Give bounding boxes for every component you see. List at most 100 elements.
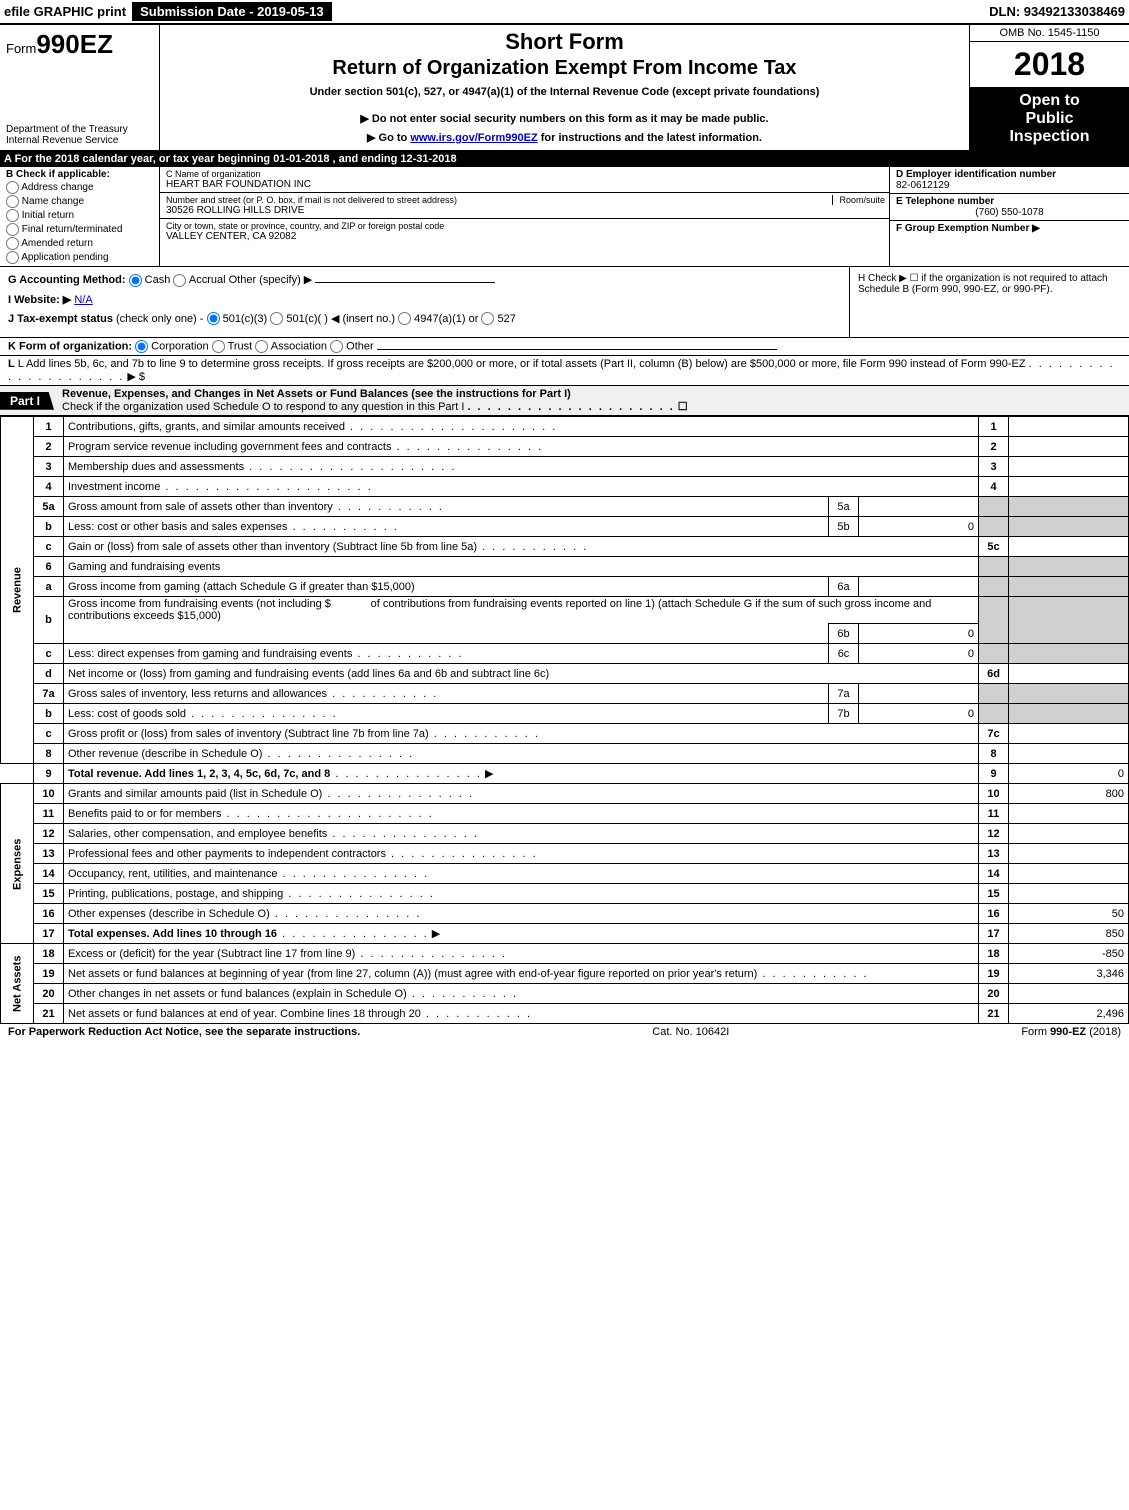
radio-527[interactable] (481, 312, 494, 325)
h-text: H Check ▶ ☐ if the organization is not r… (858, 273, 1108, 295)
section-def: D Employer identification number 82-0612… (889, 167, 1129, 266)
f-group-cell: F Group Exemption Number ▶ (890, 221, 1129, 266)
part1-table: Revenue 1 Contributions, gifts, grants, … (0, 416, 1129, 1024)
chk-name-change[interactable]: Name change (6, 195, 153, 208)
header-mid: Short Form Return of Organization Exempt… (160, 25, 969, 150)
chk-amended-return[interactable]: Amended return (6, 237, 153, 250)
goto-post: for instructions and the latest informat… (538, 132, 762, 144)
table-row: 15 Printing, publications, postage, and … (1, 884, 1129, 904)
j-label: J Tax-exempt status (8, 313, 113, 325)
table-row: d Net income or (loss) from gaming and f… (1, 664, 1129, 684)
table-row: 9 Total revenue. Add lines 1, 2, 3, 4, 5… (1, 764, 1129, 784)
radio-cash[interactable] (129, 274, 142, 287)
row-l: L L Add lines 5b, 6c, and 7b to line 9 t… (0, 356, 1129, 386)
section-b: B Check if applicable: Address change Na… (0, 167, 160, 266)
form-header: Form990EZ Department of the Treasury Int… (0, 25, 1129, 151)
table-row: Revenue 1 Contributions, gifts, grants, … (1, 417, 1129, 437)
addr-label: Number and street (or P. O. box, if mail… (166, 195, 883, 205)
d-ein-cell: D Employer identification number 82-0612… (890, 167, 1129, 194)
table-row: 7a Gross sales of inventory, less return… (1, 684, 1129, 704)
city-label: City or town, state or province, country… (166, 221, 883, 231)
radio-other-org[interactable] (330, 340, 343, 353)
table-row: b Less: cost of goods sold 7b 0 (1, 704, 1129, 724)
l-arrow: ▶ $ (127, 371, 145, 383)
goto-pre: ▶ Go to (367, 132, 410, 144)
radio-trust[interactable] (212, 340, 225, 353)
table-row: 4 Investment income 4 (1, 477, 1129, 497)
omb-number: OMB No. 1545-1150 (970, 25, 1129, 42)
org-name-cell: C Name of organization HEART BAR FOUNDAT… (160, 167, 889, 193)
j-tax-exempt: J Tax-exempt status (check only one) - 5… (8, 312, 841, 326)
chk-address-change[interactable]: Address change (6, 181, 153, 194)
section-c: C Name of organization HEART BAR FOUNDAT… (160, 167, 889, 266)
table-row: 13 Professional fees and other payments … (1, 844, 1129, 864)
radio-501c[interactable] (270, 312, 283, 325)
part1-title: Revenue, Expenses, and Changes in Net As… (54, 386, 1129, 415)
room-suite: Room/suite (832, 195, 885, 205)
revenue-vert-label: Revenue (1, 417, 34, 764)
table-row: 6b 0 (1, 624, 1129, 644)
row-a-mid: , and ending (329, 153, 400, 165)
submission-date: Submission Date - 2019-05-13 (132, 2, 332, 21)
table-row: 6 Gaming and fundraising events (1, 557, 1129, 577)
return-title: Return of Organization Exempt From Incom… (170, 57, 959, 80)
table-row: 11 Benefits paid to or for members 11 (1, 804, 1129, 824)
open2: Public (974, 110, 1125, 128)
footer-left: For Paperwork Reduction Act Notice, see … (8, 1026, 360, 1038)
k-other-line (377, 349, 777, 350)
table-row: 21 Net assets or fund balances at end of… (1, 1004, 1129, 1024)
part1-header: Part I Revenue, Expenses, and Changes in… (0, 386, 1129, 416)
footer-mid: Cat. No. 10642I (360, 1026, 1021, 1038)
table-row: c Gross profit or (loss) from sales of i… (1, 724, 1129, 744)
dept-treasury: Department of the Treasury Internal Reve… (6, 124, 153, 146)
chk-application-pending[interactable]: Application pending (6, 251, 153, 264)
row-a-calendar-year: A For the 2018 calendar year, or tax yea… (0, 151, 1129, 167)
website-link[interactable]: N/A (74, 294, 92, 306)
header-left: Form990EZ Department of the Treasury Int… (0, 25, 160, 150)
tax-year: 2018 (970, 42, 1129, 88)
block-bcdef: B Check if applicable: Address change Na… (0, 167, 1129, 267)
city-cell: City or town, state or province, country… (160, 219, 889, 244)
irs-link[interactable]: www.irs.gov/Form990EZ (410, 132, 537, 144)
part1-tab: Part I (0, 392, 54, 410)
row-k: K Form of organization: Corporation Trus… (0, 338, 1129, 356)
table-row: 14 Occupancy, rent, utilities, and maint… (1, 864, 1129, 884)
l-text: L Add lines 5b, 6c, and 7b to line 9 to … (18, 358, 1026, 370)
part1-check: Check if the organization used Schedule … (62, 401, 464, 413)
line-desc: Contributions, gifts, grants, and simila… (64, 417, 979, 437)
table-row: b Less: cost or other basis and sales ex… (1, 517, 1129, 537)
table-row: 5a Gross amount from sale of assets othe… (1, 497, 1129, 517)
chk-initial-return[interactable]: Initial return (6, 209, 153, 222)
d-ein: 82-0612129 (896, 180, 1123, 191)
radio-4947[interactable] (398, 312, 411, 325)
short-form-title: Short Form (170, 29, 959, 55)
table-row: 12 Salaries, other compensation, and emp… (1, 824, 1129, 844)
b-label: B Check if applicable: (6, 169, 153, 180)
e-label: E Telephone number (896, 196, 1123, 207)
radio-corp[interactable] (135, 340, 148, 353)
table-row: 17 Total expenses. Add lines 10 through … (1, 924, 1129, 944)
radio-501c3[interactable] (207, 312, 220, 325)
row-ghi: G Accounting Method: Cash Accrual Other … (0, 267, 1129, 338)
i-website: I Website: ▶ N/A (8, 293, 841, 306)
expenses-vert-label: Expenses (1, 784, 34, 944)
e-tel-cell: E Telephone number (760) 550-1078 (890, 194, 1129, 221)
footer: For Paperwork Reduction Act Notice, see … (0, 1024, 1129, 1040)
form-prefix: Form (6, 41, 36, 56)
radio-accrual[interactable] (173, 274, 186, 287)
addr-val: 30526 ROLLING HILLS DRIVE (166, 205, 883, 216)
dept-line1: Department of the Treasury (6, 124, 153, 135)
footer-right: Form 990-EZ (2018) (1021, 1026, 1121, 1038)
k-label: K Form of organization: (8, 341, 132, 353)
row-a-pre: A For the 2018 calendar year, or tax yea… (4, 153, 273, 165)
open-to-public: Open to Public Inspection (970, 88, 1129, 150)
dln-label: DLN: 93492133038469 (989, 4, 1125, 19)
open1: Open to (974, 92, 1125, 110)
do-not-enter: ▶ Do not enter social security numbers o… (170, 112, 959, 125)
address-cell: Number and street (or P. O. box, if mail… (160, 193, 889, 219)
row-a-begin: 01-01-2018 (273, 153, 329, 165)
chk-final-return[interactable]: Final return/terminated (6, 223, 153, 236)
radio-assoc[interactable] (255, 340, 268, 353)
dept-line2: Internal Revenue Service (6, 135, 153, 146)
table-row: 20 Other changes in net assets or fund b… (1, 984, 1129, 1004)
